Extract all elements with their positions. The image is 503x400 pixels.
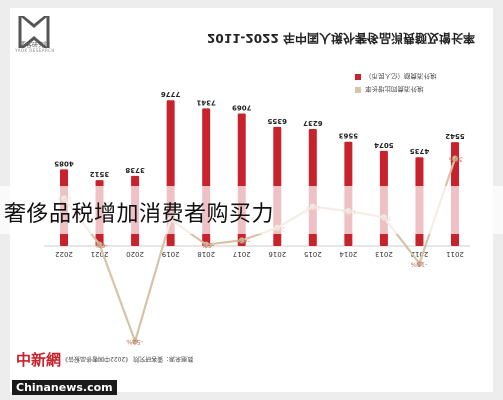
chart-legend: 境外消费额（亿人民币） 境外消费同比增长率 — [355, 70, 465, 100]
yaok-logo — [18, 16, 50, 48]
logo-subtitle: YAOK RESEARCH — [15, 48, 55, 53]
bar-label-2022: 4085 — [54, 159, 74, 167]
bar-label-2013: 5074 — [374, 141, 394, 149]
legend-swatch-bar — [355, 73, 361, 80]
growth-point-2017 — [238, 237, 245, 244]
bar-label-2019: 7776 — [161, 90, 181, 98]
bar-label-2015: 6237 — [303, 119, 323, 127]
x-tick-2015: 2015 — [304, 250, 322, 258]
bar-label-2016: 6355 — [267, 117, 287, 125]
x-tick-2019: 2019 — [162, 250, 180, 258]
x-tick-2021: 2021 — [91, 250, 109, 258]
growth-point-2021 — [96, 241, 103, 248]
x-tick-2012: 2012 — [411, 250, 429, 258]
bar-label-2020: 3738 — [125, 166, 145, 174]
growth-label-2017: -4% — [237, 237, 250, 245]
growth-label-2020: -52% — [126, 338, 143, 346]
growth-label-2012: -15% — [411, 261, 428, 269]
x-tick-2022: 2022 — [55, 250, 73, 258]
growth-label-2018: -6% — [202, 242, 215, 250]
x-tick-2018: 2018 — [197, 250, 215, 258]
growth-point-2018 — [203, 241, 210, 248]
x-tick-2016: 2016 — [268, 250, 286, 258]
growth-point-2012 — [416, 260, 423, 267]
logo-name: 要客研究院 — [19, 42, 50, 49]
x-tick-2011: 2011 — [446, 250, 464, 258]
bar-label-2011: 5542 — [445, 132, 465, 140]
chinanews-brand-mark: 中新網 — [16, 351, 61, 368]
caption-band — [0, 186, 503, 234]
chinanews-url: Chinanews.com — [12, 380, 117, 395]
bar-label-2014: 5563 — [338, 132, 358, 140]
bar-label-2012: 4735 — [410, 147, 430, 155]
bar-label-2018: 7341 — [196, 98, 216, 106]
legend-swatch-line — [355, 86, 361, 93]
bar-label-2017: 7069 — [232, 103, 252, 111]
caption-text: 奢侈品税增加消费者购买力 — [4, 202, 275, 227]
svg-text:中新網: 中新網 — [16, 351, 61, 368]
x-tick-2014: 2014 — [339, 250, 357, 258]
growth-label-2011: 35% — [449, 156, 463, 164]
legend-item-line: 境外消费同比增长率 — [355, 83, 465, 96]
growth-point-2020 — [132, 338, 139, 345]
x-tick-2013: 2013 — [375, 250, 393, 258]
bar-label-2021: 3512 — [90, 170, 110, 178]
legend-item-bar: 境外消费额（亿人民币） — [355, 70, 465, 83]
x-tick-2020: 2020 — [126, 250, 144, 258]
growth-label-2021: -6% — [95, 242, 108, 250]
x-tick-2017: 2017 — [233, 250, 251, 258]
growth-point-2011 — [452, 155, 458, 162]
